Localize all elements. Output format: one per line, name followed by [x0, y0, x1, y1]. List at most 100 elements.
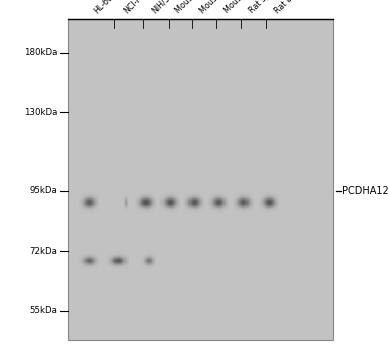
Bar	[186, 206, 187, 207]
Bar	[155, 196, 156, 197]
Bar	[151, 204, 152, 205]
Bar	[212, 199, 213, 200]
Bar	[227, 200, 228, 201]
Bar	[121, 260, 122, 261]
Bar	[266, 201, 267, 202]
Bar	[271, 198, 272, 199]
Bar	[262, 214, 263, 215]
Bar	[267, 204, 268, 205]
Bar	[95, 257, 96, 258]
Bar	[153, 263, 154, 264]
Bar	[87, 269, 88, 270]
Bar	[88, 255, 89, 256]
Bar	[84, 265, 85, 266]
Bar	[173, 211, 174, 212]
Bar	[260, 195, 261, 196]
Bar	[82, 251, 83, 252]
Bar	[247, 208, 249, 209]
Bar	[226, 207, 227, 208]
Bar	[251, 205, 252, 206]
Bar	[263, 201, 264, 202]
Bar	[141, 195, 142, 196]
Bar	[146, 256, 147, 257]
Bar	[141, 204, 142, 205]
Bar	[87, 251, 88, 252]
Bar	[116, 260, 117, 261]
Bar	[87, 207, 88, 208]
Bar	[92, 195, 93, 196]
Bar	[147, 198, 149, 199]
Bar	[147, 202, 149, 203]
Bar	[152, 258, 153, 259]
Text: 55kDa: 55kDa	[30, 306, 58, 315]
Bar	[170, 193, 171, 194]
Bar	[261, 198, 262, 199]
Bar	[145, 252, 146, 253]
Bar	[218, 208, 219, 209]
Bar	[121, 266, 122, 267]
Bar	[265, 205, 266, 206]
Bar	[110, 257, 111, 258]
Bar	[187, 205, 188, 206]
Bar	[85, 202, 86, 203]
Bar	[278, 209, 279, 210]
Bar	[217, 211, 218, 212]
Bar	[278, 193, 279, 194]
Bar	[161, 205, 163, 206]
Bar	[119, 257, 120, 258]
Bar	[208, 209, 209, 210]
Bar	[144, 254, 145, 255]
Bar	[148, 251, 149, 252]
Bar	[126, 265, 127, 266]
Bar	[191, 208, 192, 209]
Bar	[166, 191, 167, 192]
Bar	[135, 199, 136, 200]
Bar	[168, 203, 169, 204]
Bar	[193, 202, 194, 203]
Bar	[89, 266, 90, 267]
Bar	[79, 194, 80, 195]
Bar	[227, 204, 228, 205]
Bar	[228, 205, 229, 206]
Bar	[150, 213, 151, 214]
Bar	[251, 193, 252, 194]
Bar	[82, 191, 83, 192]
Bar	[94, 268, 95, 269]
Bar	[113, 255, 114, 256]
Bar	[174, 193, 175, 194]
Bar	[269, 194, 270, 195]
Bar	[215, 198, 216, 199]
Bar	[200, 194, 201, 195]
Bar	[87, 208, 88, 209]
Bar	[107, 264, 109, 265]
Bar	[264, 214, 265, 215]
Bar	[96, 257, 97, 258]
Bar	[227, 213, 228, 214]
Bar	[163, 213, 165, 214]
Bar	[198, 202, 199, 203]
Bar	[175, 199, 176, 200]
Bar	[173, 203, 174, 204]
Bar	[89, 269, 90, 270]
Text: PCDHA12: PCDHA12	[342, 186, 389, 196]
Bar	[208, 213, 209, 214]
Bar	[149, 195, 150, 196]
Bar	[155, 261, 156, 262]
Bar	[175, 196, 176, 197]
Bar	[81, 211, 82, 212]
Bar	[217, 205, 218, 206]
Bar	[97, 268, 98, 269]
Bar	[123, 260, 124, 261]
Bar	[262, 204, 263, 205]
Bar	[148, 269, 149, 270]
Bar	[211, 199, 212, 200]
Bar	[87, 214, 88, 215]
Bar	[152, 211, 153, 212]
Bar	[240, 205, 241, 206]
Bar	[197, 206, 198, 207]
Bar	[198, 199, 199, 200]
Bar	[253, 208, 254, 209]
Bar	[144, 193, 145, 194]
Bar	[202, 209, 203, 210]
Bar	[186, 200, 187, 201]
